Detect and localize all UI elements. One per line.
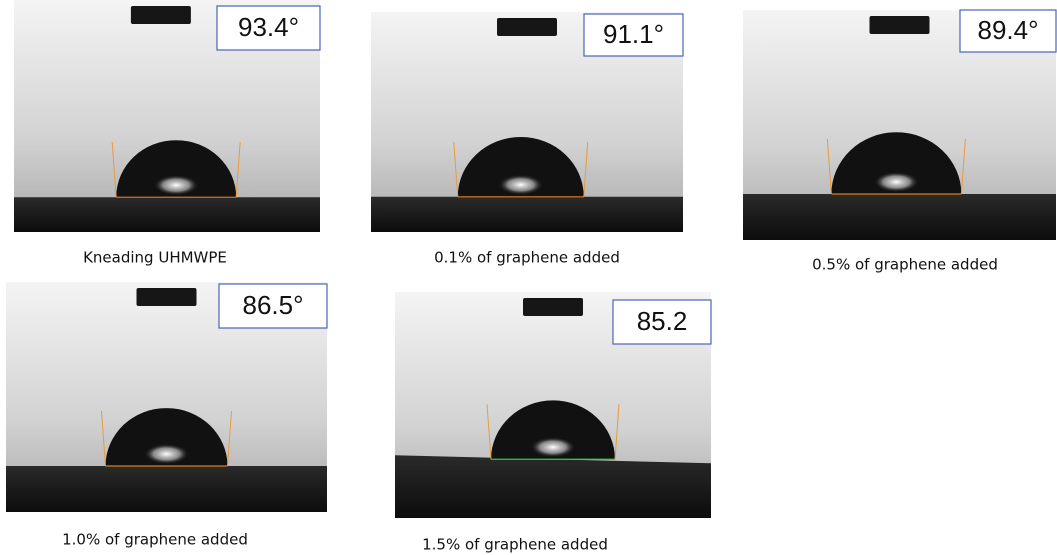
needle [497, 18, 557, 36]
droplet-highlight [531, 437, 575, 457]
contact-angle: 86.5° [242, 290, 303, 320]
panel: 93.4° Kneading UHMWPE [14, 0, 320, 267]
substrate [371, 197, 683, 232]
figure: 93.4° Kneading UHMWPE 91.1° 0.1% of graphen… [0, 0, 1057, 555]
substrate [743, 194, 1056, 240]
contact-angle: 85.2 [637, 306, 688, 336]
caption: 0.5% of graphene added [812, 256, 998, 274]
needle [137, 288, 197, 306]
needle [523, 298, 583, 316]
caption: 1.0% of graphene added [62, 531, 248, 549]
contact-angle: 93.4° [238, 12, 299, 42]
substrate [395, 455, 711, 518]
contact-angle: 91.1° [603, 19, 664, 49]
droplet-highlight [154, 175, 198, 195]
substrate [14, 197, 320, 232]
panel: 89.4° 0.5% of graphene added [743, 10, 1056, 274]
caption: Kneading UHMWPE [83, 249, 227, 267]
substrate [6, 466, 327, 512]
panel: 91.1° 0.1% of graphene added [371, 12, 683, 267]
droplet-highlight [499, 175, 543, 195]
contact-angle: 89.4° [977, 15, 1038, 45]
needle [131, 6, 191, 24]
panel: 86.5° 1.0% of graphene added [6, 282, 327, 549]
caption: 0.1% of graphene added [434, 249, 620, 267]
needle [870, 16, 930, 34]
panel: 85.2 1.5% of graphene added [395, 292, 711, 554]
caption: 1.5% of graphene added [422, 536, 608, 554]
droplet-highlight [145, 444, 189, 464]
droplet-highlight [874, 172, 918, 192]
